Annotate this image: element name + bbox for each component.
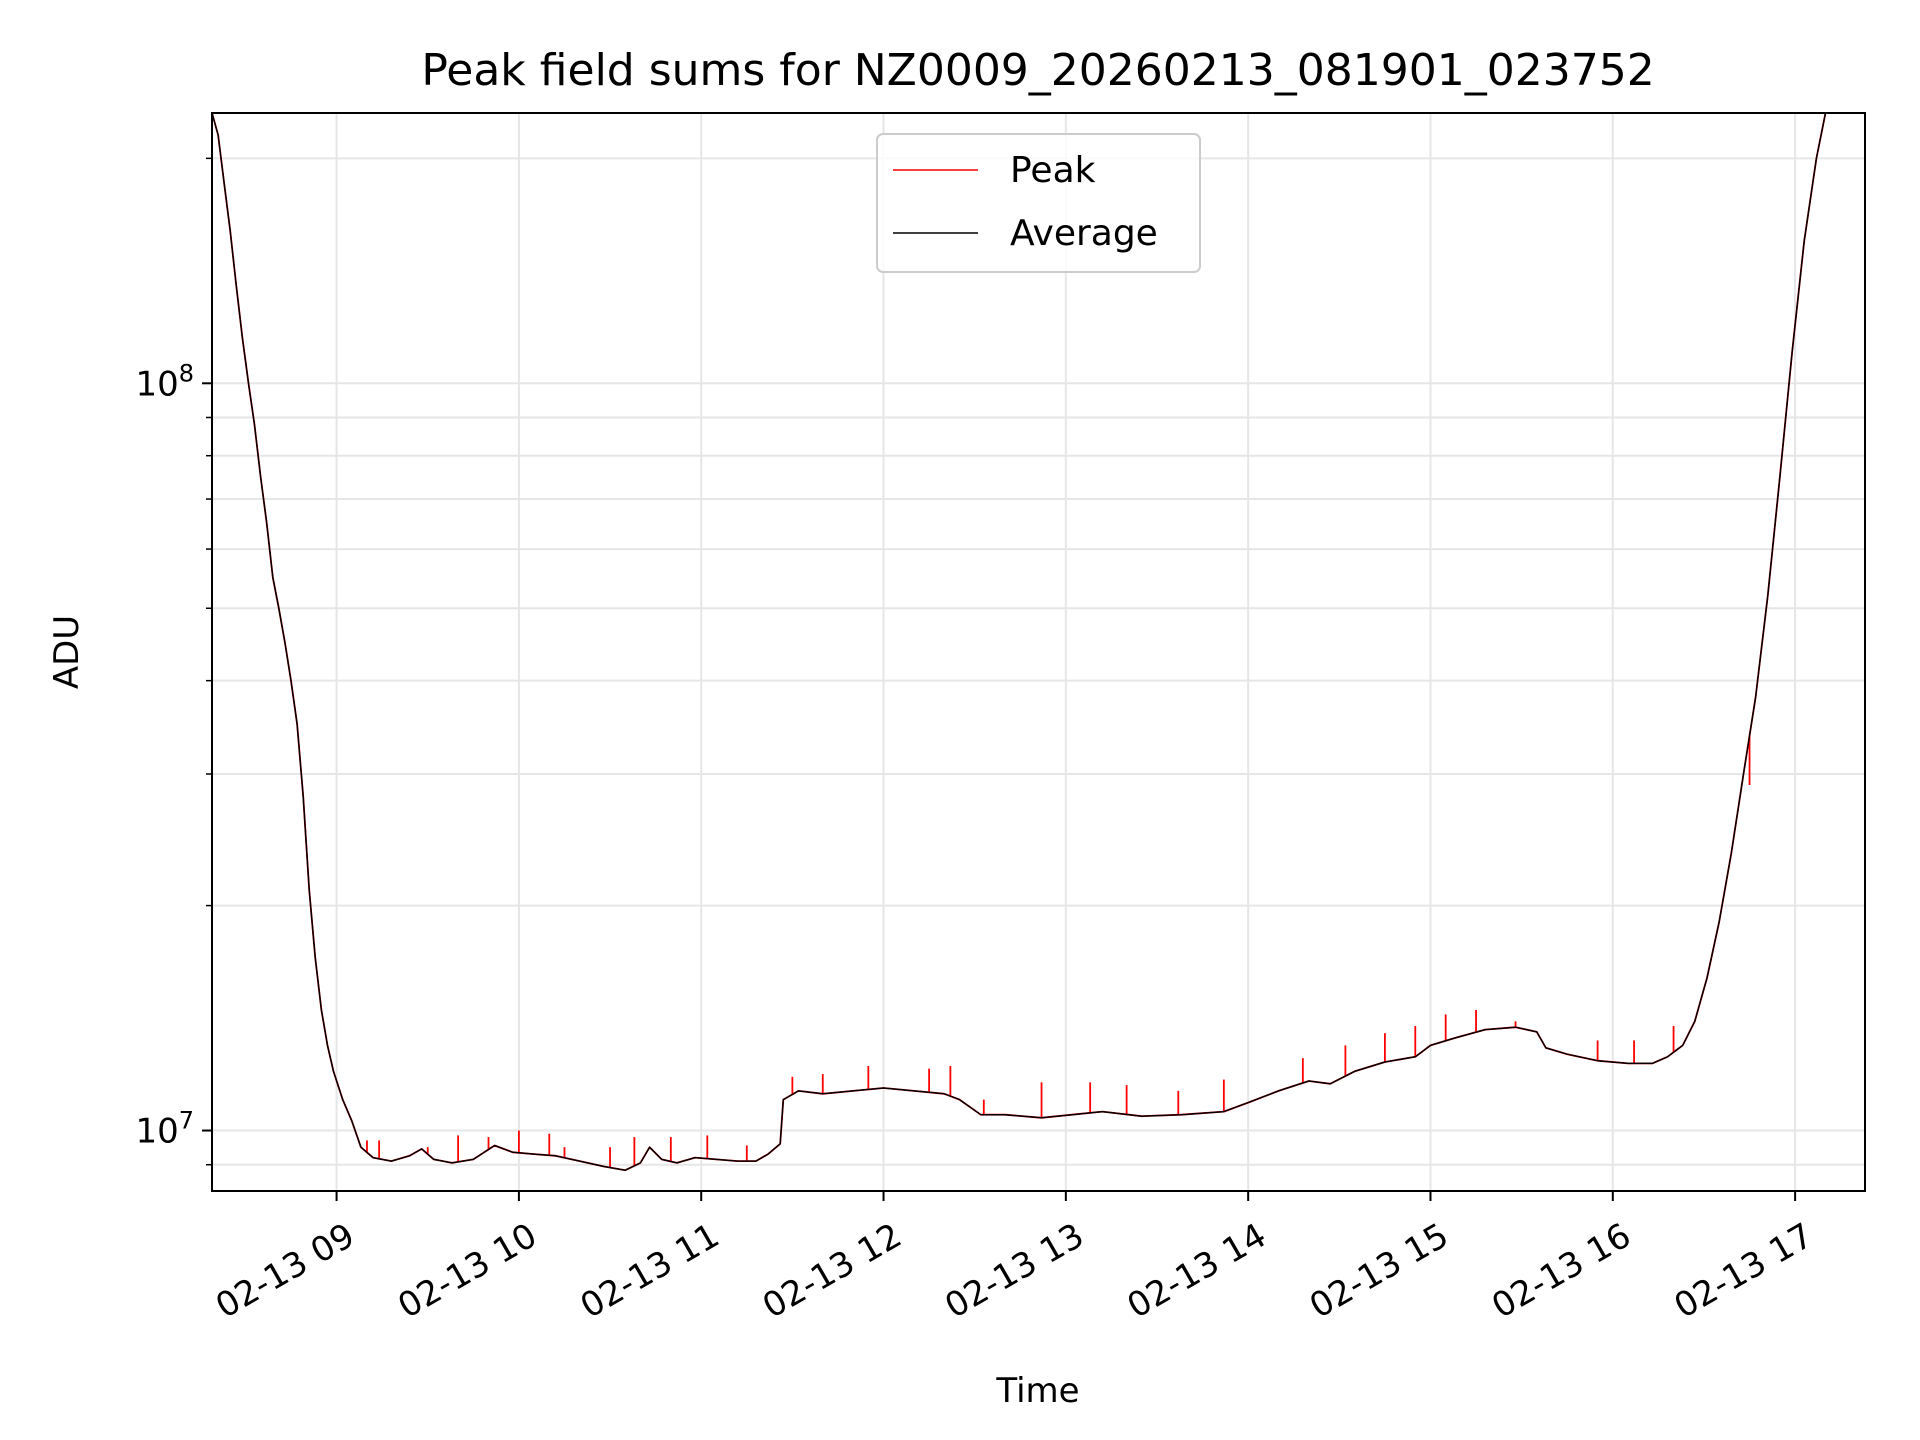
legend-label-average: Average <box>1010 213 1158 254</box>
y-tick-label: 107 <box>135 1107 194 1152</box>
legend-box <box>876 133 1201 273</box>
average-series-line <box>212 113 1827 1171</box>
y-axis-label: ADU <box>47 615 87 689</box>
chart-title: Peak field sums for NZ0009_20260213_0819… <box>421 45 1654 96</box>
x-axis-label: Time <box>995 1371 1079 1411</box>
legend-label-peak: Peak <box>1010 150 1096 191</box>
grid-layer <box>212 113 1865 1191</box>
data-layer <box>212 113 1827 1172</box>
plot-frame <box>211 112 1866 1192</box>
y-tick-label: 108 <box>135 359 194 404</box>
series-group <box>212 113 1827 1172</box>
legend: Peak Average <box>876 133 1201 273</box>
